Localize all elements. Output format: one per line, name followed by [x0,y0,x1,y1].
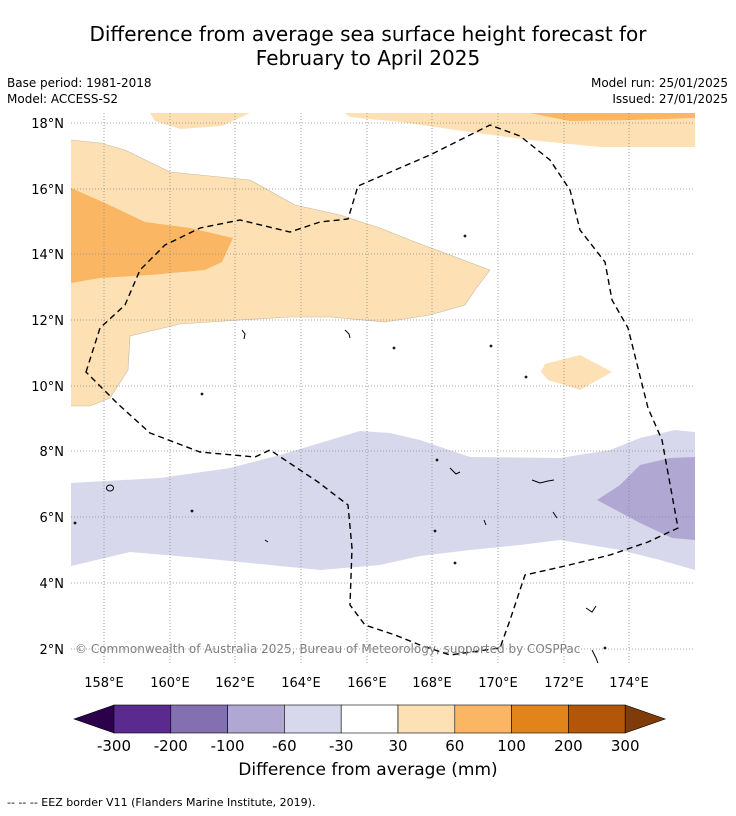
colorbar-arrow-right [624,704,667,734]
lon-tick-170e: 170°E [478,676,518,691]
contour-pos-30-60-top-left [150,113,250,129]
contour-neg-60-100 [597,457,695,540]
lat-tick-14n: 14°N [31,248,64,263]
map-gridlines [71,113,695,663]
lon-tick-166e: 166°E [347,676,387,691]
meta-left: Base period: 1981-2018 Model: ACCESS-S2 [7,75,152,107]
colorbar-tick-label: -200 [154,737,188,755]
colorbar-segment [227,704,285,734]
colorbar-arrow-left [73,704,115,734]
lon-tick-168e: 168°E [412,676,452,691]
colorbar-segment [284,704,342,734]
lon-tick-164e: 164°E [281,676,321,691]
colorbar-tick-label: -30 [329,737,354,755]
colorbar-tick-label: -300 [97,737,131,755]
island-outlines [73,234,607,663]
contour-pos-30-60-island [541,355,612,390]
lat-tick-18n: 18°N [31,117,64,132]
colorbar-label: Difference from average (mm) [238,760,498,780]
contour-pos-60-100-top-right [530,113,695,121]
lon-tick-160e: 160°E [150,676,190,691]
colorbar-segment [454,704,512,734]
colorbar-tick-label: 60 [445,737,464,755]
lat-tick-8n: 8°N [40,445,65,460]
model-run: Model run: 25/01/2025 [590,76,728,90]
contour-pos-30-60-top-right [345,113,695,147]
contour-pos-60-100-west [71,188,233,283]
lat-tick-12n: 12°N [31,314,64,329]
contour-pos-30-60-west [71,140,490,406]
lat-tick-16n: 16°N [31,183,64,198]
colorbar-tick-label: -60 [272,737,297,755]
lat-tick-10n: 10°N [31,380,64,395]
colorbar-tick-label: -100 [211,737,245,755]
meta-right: Model run: 25/01/2025 Issued: 27/01/2025 [591,75,728,107]
colorbar-tick-label: 100 [497,737,526,755]
base-period: Base period: 1981-2018 [7,76,152,90]
lon-tick-174e: 174°E [609,676,649,691]
colorbar-segment [340,704,399,734]
colorbar-segment [511,704,569,734]
colorbar-tick-label: 300 [611,737,640,755]
colorbar-tick-label: 30 [388,737,407,755]
colorbar-segment [568,704,626,734]
lon-tick-172e: 172°E [544,676,584,691]
map-title: Difference from average sea surface heig… [0,22,736,70]
title-line-2: February to April 2025 [255,46,481,70]
issued-date: Issued: 27/01/2025 [612,92,728,106]
lat-tick-2n: 2°N [40,643,65,658]
eez-border [85,124,679,656]
contour-neg-30-60 [71,430,695,570]
colorbar [73,704,667,734]
eez-legend-text: -- -- -- EEZ border V11 (Flanders Marine… [7,796,316,809]
lat-tick-4n: 4°N [40,577,65,592]
colorbar-segment [397,704,456,734]
colorbar-segment [113,704,172,734]
colorbar-tick-label: 200 [554,737,583,755]
colorbar-ticks: -300 -200 -100 -60 -30 30 60 100 200 300 [97,737,640,755]
title-line-1: Difference from average sea surface heig… [89,22,647,46]
lon-tick-162e: 162°E [215,676,255,691]
model-name: Model: ACCESS-S2 [7,92,119,106]
lon-tick-158e: 158°E [84,676,124,691]
lat-tick-6n: 6°N [40,511,65,526]
copyright-text: © Commonwealth of Australia 2025, Bureau… [75,642,580,656]
map-plot-area: © Commonwealth of Australia 2025, Bureau… [71,113,695,663]
colorbar-segment [170,704,228,734]
